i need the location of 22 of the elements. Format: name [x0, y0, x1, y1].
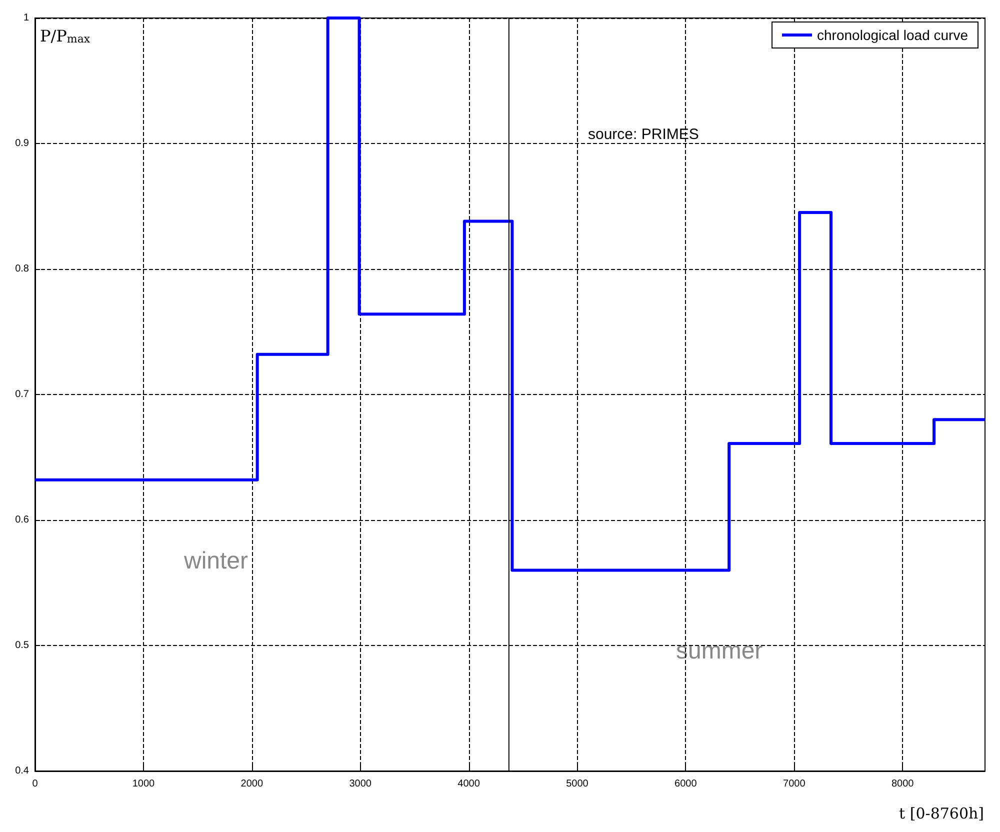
annotation: source: PRIMES	[588, 126, 699, 143]
y-tick-label: 0.5	[15, 640, 30, 651]
x-tick-label: 3000	[349, 778, 372, 790]
x-tick-label: 6000	[674, 778, 698, 790]
y-tick-label: 1	[23, 12, 30, 24]
x-tick-label: 1000	[132, 778, 156, 790]
y-tick-label: 0.6	[15, 514, 30, 526]
x-tick-label: 8000	[891, 778, 914, 790]
x-tick-label: 5000	[566, 778, 589, 790]
x-tick-label: 2000	[240, 778, 264, 790]
x-tick-label: 4000	[458, 778, 480, 790]
y-tick-label: 0.7	[15, 389, 30, 400]
annotation: winter	[183, 548, 248, 574]
y-axis-title: P/Pmax	[40, 26, 91, 46]
x-tick-label: 7000	[783, 778, 806, 790]
annotation: summer	[676, 638, 763, 664]
y-tick-label: 0.4	[15, 766, 30, 776]
x-axis-title: t [0-8760h]	[899, 804, 984, 822]
y-tick-label: 0.9	[15, 138, 30, 149]
legend-label: chronological load curve	[817, 27, 968, 43]
y-tick-label: 0.8	[15, 264, 30, 274]
x-tick-label: 0	[32, 778, 38, 790]
